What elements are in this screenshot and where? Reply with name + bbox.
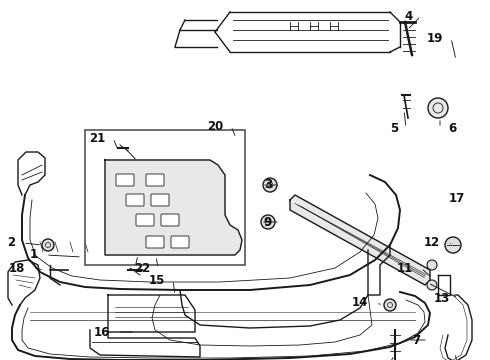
Text: 22: 22 xyxy=(134,261,150,274)
Text: 1: 1 xyxy=(30,248,38,261)
Text: 6: 6 xyxy=(448,122,456,135)
Text: 2: 2 xyxy=(7,237,15,249)
FancyBboxPatch shape xyxy=(146,236,164,248)
Text: 7: 7 xyxy=(412,333,420,346)
Text: 9: 9 xyxy=(264,216,272,229)
Text: 18: 18 xyxy=(9,261,25,274)
FancyBboxPatch shape xyxy=(136,214,154,226)
Text: 5: 5 xyxy=(390,122,398,135)
Polygon shape xyxy=(105,160,242,255)
Circle shape xyxy=(384,299,396,311)
FancyBboxPatch shape xyxy=(171,236,189,248)
Text: 12: 12 xyxy=(424,235,440,248)
Text: 14: 14 xyxy=(352,297,368,310)
FancyBboxPatch shape xyxy=(116,174,134,186)
Text: 15: 15 xyxy=(148,274,165,287)
Text: 13: 13 xyxy=(434,292,450,305)
FancyBboxPatch shape xyxy=(151,194,169,206)
FancyBboxPatch shape xyxy=(146,174,164,186)
Text: 3: 3 xyxy=(264,179,272,192)
Polygon shape xyxy=(290,195,430,285)
Circle shape xyxy=(445,237,461,253)
Circle shape xyxy=(261,215,275,229)
Circle shape xyxy=(427,280,437,290)
Text: 19: 19 xyxy=(427,31,443,45)
Text: 21: 21 xyxy=(89,131,105,144)
FancyBboxPatch shape xyxy=(161,214,179,226)
Text: 4: 4 xyxy=(405,9,413,22)
Text: 11: 11 xyxy=(397,261,413,274)
Text: 20: 20 xyxy=(207,120,223,132)
Circle shape xyxy=(427,260,437,270)
Bar xyxy=(85,130,245,265)
Text: 16: 16 xyxy=(94,325,110,338)
FancyBboxPatch shape xyxy=(126,194,144,206)
Text: 17: 17 xyxy=(449,192,465,204)
Circle shape xyxy=(42,239,54,251)
Circle shape xyxy=(428,98,448,118)
Circle shape xyxy=(263,178,277,192)
